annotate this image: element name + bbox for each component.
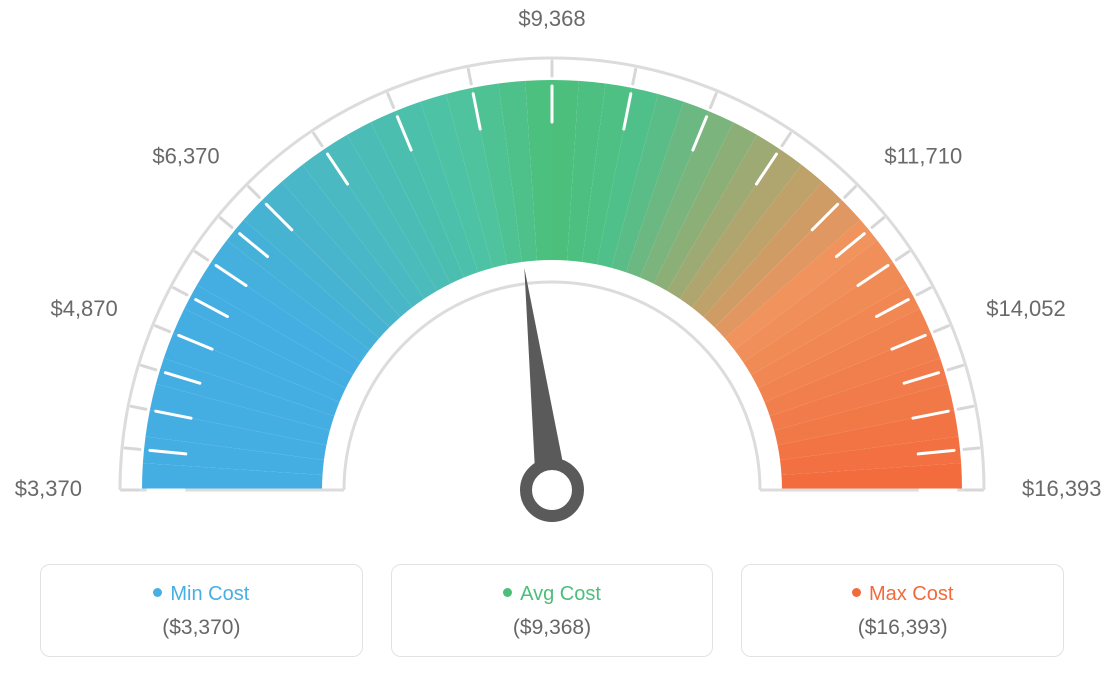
dot-icon bbox=[153, 588, 162, 597]
svg-text:$11,710: $11,710 bbox=[884, 143, 962, 168]
legend-title-min: Min Cost bbox=[51, 583, 352, 606]
legend-card-avg: Avg Cost ($9,368) bbox=[391, 564, 714, 657]
svg-text:$3,370: $3,370 bbox=[15, 476, 82, 501]
legend-row: Min Cost ($3,370) Avg Cost ($9,368) Max … bbox=[0, 564, 1104, 657]
gauge-chart: $3,370 $4,870 $6,370 $9,368 $11,710 $14,052 $1… bbox=[0, 0, 1104, 560]
svg-text:$9,368: $9,368 bbox=[518, 6, 585, 31]
svg-text:$16,393: $16,393 bbox=[1022, 476, 1102, 501]
legend-value-min: ($3,370) bbox=[51, 616, 352, 640]
legend-value-max: ($16,393) bbox=[752, 616, 1053, 640]
svg-text:$4,870: $4,870 bbox=[50, 296, 117, 321]
svg-text:$14,052: $14,052 bbox=[986, 296, 1066, 321]
cost-gauge-widget: $3,370 $4,870 $6,370 $9,368 $11,710 $14,052 $1… bbox=[0, 0, 1104, 690]
svg-text:$6,370: $6,370 bbox=[152, 143, 219, 168]
legend-title-avg: Avg Cost bbox=[402, 583, 703, 606]
legend-label: Avg Cost bbox=[520, 583, 601, 605]
legend-label: Min Cost bbox=[170, 583, 249, 605]
legend-card-min: Min Cost ($3,370) bbox=[40, 564, 363, 657]
dot-icon bbox=[852, 588, 861, 597]
dot-icon bbox=[503, 588, 512, 597]
legend-value-avg: ($9,368) bbox=[402, 616, 703, 640]
legend-title-max: Max Cost bbox=[752, 583, 1053, 606]
legend-label: Max Cost bbox=[869, 583, 953, 605]
legend-card-max: Max Cost ($16,393) bbox=[741, 564, 1064, 657]
